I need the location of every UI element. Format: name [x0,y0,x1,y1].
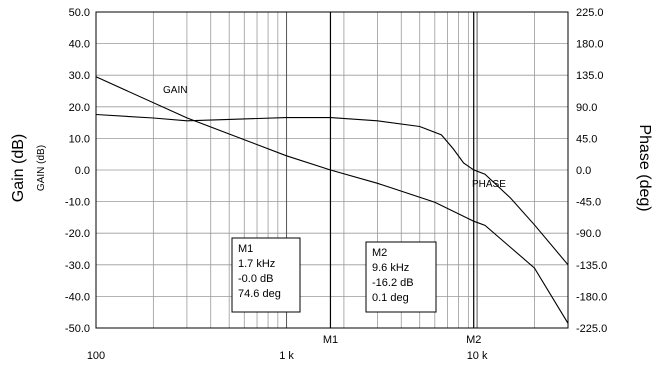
marker-readout-line: 0.1 deg [372,292,409,304]
right-tick-label: 180.0 [576,39,604,51]
left-axis-title: Gain (dB) [10,134,27,202]
marker-readout-line: -16.2 dB [372,277,414,289]
left-axis-subtitle: GAIN (dB) [36,145,47,191]
right-tick-label: -225.0 [576,323,607,335]
right-tick-label: -90.0 [576,228,601,240]
marker-readout-line: 1.7 kHz [238,258,275,270]
right-tick-label: -180.0 [576,291,607,303]
marker-readout-line: 9.6 kHz [372,262,409,274]
phase-curve [95,113,569,266]
left-tick-label: -30.0 [65,260,90,272]
left-tick-label: 30.0 [69,70,90,82]
right-tick-label: 0.0 [576,165,591,177]
plot-frame [95,11,569,329]
tick-labels: M1 M2 50.0 40.0 30.0 20.0 10.0 0.0 -10.0 -20.0 -30… [65,7,607,362]
marker-readout-line: 74.6 deg [238,288,281,300]
left-tick-label: -20.0 [65,228,90,240]
gain-curve [95,76,569,324]
marker-readout-box [231,237,301,313]
left-tick-label: -50.0 [65,323,90,335]
left-tick-label: 40.0 [69,39,90,51]
gain-curve-label: GAIN [163,85,187,96]
marker-readout-box [365,241,437,313]
left-tick-label: -10.0 [65,197,90,209]
left-tick-label: 50.0 [69,7,90,19]
phase-curve-label: PHASE [472,179,506,190]
left-tick-label: 0.0 [75,165,90,177]
series [95,76,569,324]
x-tick-label: 100 [87,350,105,362]
marker-readout-line: M1 [238,243,253,255]
right-tick-label: 90.0 [576,102,597,114]
left-tick-label: -40.0 [65,291,90,303]
right-tick-label: 45.0 [576,133,597,145]
left-tick-label: 20.0 [69,102,90,114]
curve-labels: GAIN PHASE [163,85,506,190]
x-tick-label: 1 k [279,350,294,362]
right-tick-label: -45.0 [576,197,601,209]
left-tick-label: 10.0 [69,133,90,145]
right-tick-label: -135.0 [576,260,607,272]
marker-axis-label: M2 [466,334,481,346]
marker-readout-line: -0.0 dB [238,273,273,285]
right-tick-label: 225.0 [576,7,604,19]
right-tick-label: 135.0 [576,70,604,82]
right-axis-title: Phase (deg) [636,124,653,211]
marker-axis-label: M1 [323,334,338,346]
marker-readout-line: M2 [372,247,387,259]
x-tick-label: 10 k [467,350,488,362]
marker-readouts: M1 1.7 kHz -0.0 dB 74.6 deg M2 9.6 kHz -16.2 d… [231,237,437,313]
